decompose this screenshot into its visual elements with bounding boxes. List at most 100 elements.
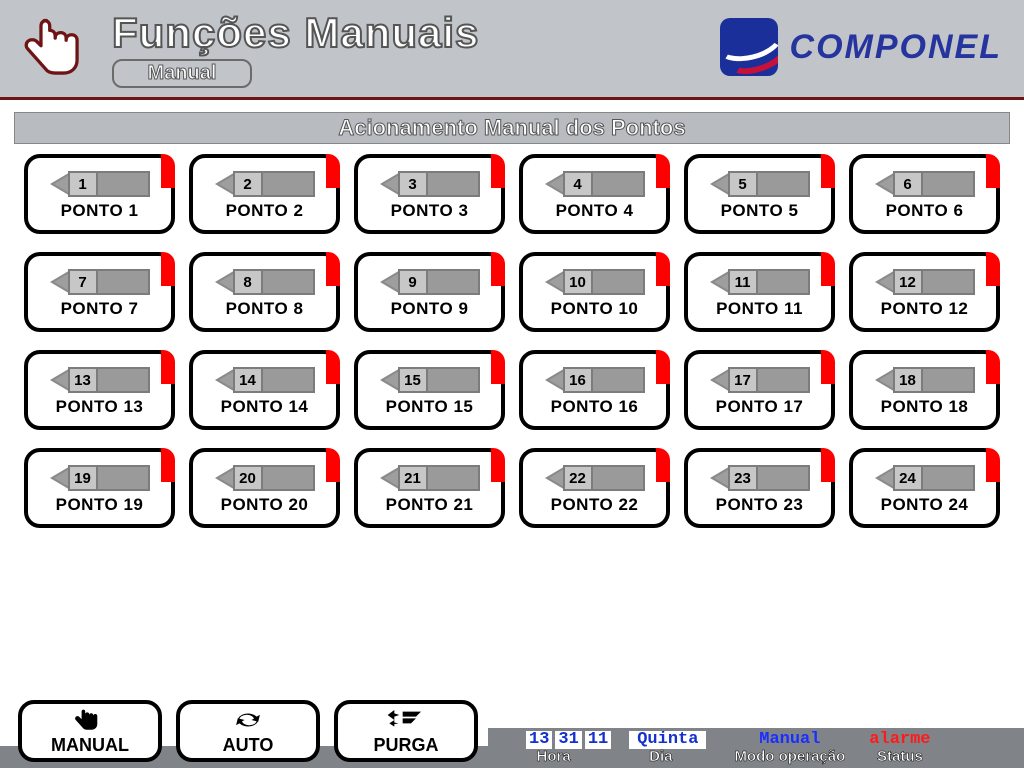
section-title: Acionamento Manual dos Pontos <box>14 112 1010 144</box>
ponto-indicator <box>821 350 835 384</box>
manual-button[interactable]: MANUAL <box>18 700 162 762</box>
ponto-label: PONTO 10 <box>551 299 639 319</box>
ponto-label: PONTO 16 <box>551 397 639 417</box>
ponto-button-4[interactable]: 4 PONTO 4 <box>519 154 670 234</box>
ponto-button-24[interactable]: 24 PONTO 24 <box>849 448 1000 528</box>
ponto-label: PONTO 19 <box>56 495 144 515</box>
brand-logo: COMPONEL <box>720 18 1002 76</box>
status-alarm: alarme Status <box>869 731 930 765</box>
ponto-number: 14 <box>233 367 263 393</box>
actuator-icon: 6 <box>875 171 975 197</box>
actuator-icon: 24 <box>875 465 975 491</box>
ponto-label: PONTO 1 <box>61 201 139 221</box>
ponto-button-21[interactable]: 21 PONTO 21 <box>354 448 505 528</box>
ponto-button-7[interactable]: 7 PONTO 7 <box>24 252 175 332</box>
cycle-icon <box>231 707 265 733</box>
actuator-icon: 4 <box>545 171 645 197</box>
ponto-number: 12 <box>893 269 923 295</box>
status-time: 13 31 11 Hora <box>496 731 611 765</box>
ponto-button-2[interactable]: 2PONTO 2 <box>189 154 340 234</box>
purga-button-label: PURGA <box>373 735 438 756</box>
ponto-button-8[interactable]: 8 PONTO 8 <box>189 252 340 332</box>
day-label: Dia <box>649 749 672 765</box>
actuator-icon: 7 <box>50 269 150 295</box>
actuator-icon: 1 <box>50 171 150 197</box>
ponto-button-18[interactable]: 18 PONTO 18 <box>849 350 1000 430</box>
ponto-number: 18 <box>893 367 923 393</box>
ponto-number: 19 <box>68 465 98 491</box>
actuator-icon: 21 <box>380 465 480 491</box>
ponto-indicator <box>986 252 1000 286</box>
ponto-button-15[interactable]: 15 PONTO 15 <box>354 350 505 430</box>
ponto-label: PONTO 13 <box>56 397 144 417</box>
ponto-number: 2 <box>233 171 263 197</box>
ponto-button-10[interactable]: 10 PONTO 10 <box>519 252 670 332</box>
ponto-button-5[interactable]: 5 PONTO 5 <box>684 154 835 234</box>
ponto-number: 15 <box>398 367 428 393</box>
status-mode: Manual Modo operação <box>734 731 845 765</box>
actuator-icon: 5 <box>710 171 810 197</box>
day-value: Quinta <box>629 731 706 749</box>
time-label: Hora <box>537 749 571 765</box>
actuator-icon: 23 <box>710 465 810 491</box>
ponto-button-19[interactable]: 19 PONTO 19 <box>24 448 175 528</box>
mode-value: Manual <box>759 731 820 749</box>
status-day: Quinta Dia <box>615 731 706 765</box>
ponto-label: PONTO 3 <box>391 201 469 221</box>
ponto-number: 3 <box>398 171 428 197</box>
actuator-icon: 16 <box>545 367 645 393</box>
ponto-number: 7 <box>68 269 98 295</box>
ponto-number: 11 <box>728 269 758 295</box>
actuator-icon: 18 <box>875 367 975 393</box>
ponto-grid: 1 PONTO 1 2PONTO 2 3 PONTO 3 4 PONTO 4 5 PONTO 5… <box>0 154 1024 528</box>
ponto-button-14[interactable]: 14PONTO 14 <box>189 350 340 430</box>
ponto-number: 5 <box>728 171 758 197</box>
ponto-button-20[interactable]: 20 PONTO 20 <box>189 448 340 528</box>
ponto-label: PONTO 4 <box>556 201 634 221</box>
ponto-label: PONTO 18 <box>881 397 969 417</box>
ponto-indicator <box>326 154 340 188</box>
ponto-indicator <box>161 252 175 286</box>
ponto-number: 8 <box>233 269 263 295</box>
ponto-label: PONTO 8 <box>226 299 304 319</box>
ponto-label: PONTO 5 <box>721 201 799 221</box>
ponto-number: 1 <box>68 171 98 197</box>
ponto-number: 10 <box>563 269 593 295</box>
purga-button[interactable]: PURGA <box>334 700 478 762</box>
actuator-icon: 2 <box>215 171 315 197</box>
ponto-number: 24 <box>893 465 923 491</box>
ponto-button-6[interactable]: 6PONTO 6 <box>849 154 1000 234</box>
ponto-indicator <box>821 252 835 286</box>
ponto-button-11[interactable]: 11PONTO 11 <box>684 252 835 332</box>
actuator-icon: 20 <box>215 465 315 491</box>
ponto-number: 4 <box>563 171 593 197</box>
ponto-label: PONTO 21 <box>386 495 474 515</box>
alarm-label: Status <box>877 749 923 765</box>
ponto-button-3[interactable]: 3 PONTO 3 <box>354 154 505 234</box>
actuator-icon: 19 <box>50 465 150 491</box>
ponto-button-23[interactable]: 23PONTO 23 <box>684 448 835 528</box>
ponto-label: PONTO 15 <box>386 397 474 417</box>
page-title: Funções Manuais <box>112 9 479 57</box>
brand-name: COMPONEL <box>790 28 1002 67</box>
ponto-button-9[interactable]: 9PONTO 9 <box>354 252 505 332</box>
tab-manual[interactable]: Manual <box>112 59 252 88</box>
ponto-button-16[interactable]: 16 PONTO 16 <box>519 350 670 430</box>
ponto-indicator <box>161 448 175 482</box>
ponto-indicator <box>491 154 505 188</box>
ponto-button-17[interactable]: 17PONTO 17 <box>684 350 835 430</box>
auto-button-label: AUTO <box>223 735 274 756</box>
ponto-button-1[interactable]: 1 PONTO 1 <box>24 154 175 234</box>
ponto-button-12[interactable]: 12PONTO 12 <box>849 252 1000 332</box>
ponto-label: PONTO 7 <box>61 299 139 319</box>
hand-solid-icon <box>74 707 106 733</box>
ponto-number: 9 <box>398 269 428 295</box>
auto-button[interactable]: AUTO <box>176 700 320 762</box>
ponto-label: PONTO 20 <box>221 495 309 515</box>
ponto-label: PONTO 24 <box>881 495 969 515</box>
actuator-icon: 10 <box>545 269 645 295</box>
ponto-indicator <box>656 154 670 188</box>
ponto-button-13[interactable]: 13PONTO 13 <box>24 350 175 430</box>
actuator-icon: 14 <box>215 367 315 393</box>
ponto-button-22[interactable]: 22PONTO 22 <box>519 448 670 528</box>
